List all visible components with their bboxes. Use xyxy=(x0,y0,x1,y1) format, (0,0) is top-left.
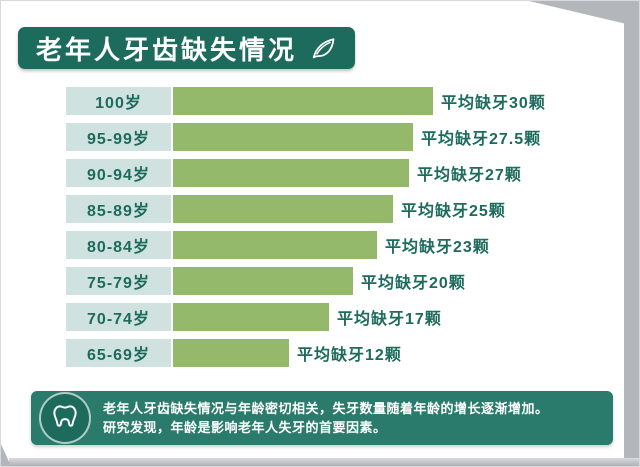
age-group-label: 70-74岁 xyxy=(66,303,171,331)
bar-value-label: 平均缺牙27.5颗 xyxy=(421,131,542,148)
chart-title: 老年人牙齿缺失情况 xyxy=(36,34,298,65)
footer-line1: 老年人牙齿缺失情况与年龄密切相关，失牙数量随着年龄的增长逐渐增加。 xyxy=(103,401,549,416)
chart-row: 85-89岁 平均缺牙25颗 xyxy=(66,195,546,223)
chart-row: 75-79岁 平均缺牙20颗 xyxy=(66,267,546,295)
footer-line2: 研究发现，年龄是影响老年人失牙的首要因素。 xyxy=(103,420,387,435)
tooth-icon xyxy=(39,392,91,444)
bar-value-label: 平均缺牙27颗 xyxy=(417,167,522,184)
bar xyxy=(173,303,329,331)
age-group-label: 100岁 xyxy=(66,87,171,115)
age-group-label: 85-89岁 xyxy=(66,195,171,223)
page-edge-right xyxy=(624,1,639,466)
age-group-label: 95-99岁 xyxy=(66,123,171,151)
bar-chart: 100岁 平均缺牙30颗 95-99岁 平均缺牙27.5颗 90-94岁 平均缺牙27颗 8… xyxy=(66,87,546,375)
bar xyxy=(173,231,377,259)
bar-value-label: 平均缺牙23颗 xyxy=(385,239,490,256)
bar xyxy=(173,159,409,187)
page-edge-bottom xyxy=(9,458,639,466)
footer-text: 老年人牙齿缺失情况与年龄密切相关，失牙数量随着年龄的增长逐渐增加。 研究发现，年… xyxy=(103,399,549,437)
chart-row: 70-74岁 平均缺牙17颗 xyxy=(66,303,546,331)
chart-row: 90-94岁 平均缺牙27颗 xyxy=(66,159,546,187)
age-group-label: 80-84岁 xyxy=(66,231,171,259)
chart-row: 80-84岁 平均缺牙23颗 xyxy=(66,231,546,259)
bar-value-label: 平均缺牙20颗 xyxy=(361,275,466,292)
age-group-label: 75-79岁 xyxy=(66,267,171,295)
page-edge-top-right xyxy=(529,1,639,27)
bar-value-label: 平均缺牙17颗 xyxy=(337,311,442,328)
age-group-label: 65-69岁 xyxy=(66,339,171,367)
bar xyxy=(173,267,353,295)
chart-title-badge: 老年人牙齿缺失情况 xyxy=(18,27,356,69)
bar-value-label: 平均缺牙25颗 xyxy=(401,203,506,220)
bar-value-label: 平均缺牙12颗 xyxy=(297,347,402,364)
chart-row: 95-99岁 平均缺牙27.5颗 xyxy=(66,123,546,151)
bar xyxy=(173,123,413,151)
page-edge-bottom-left xyxy=(1,444,11,466)
bar-value-label: 平均缺牙30颗 xyxy=(441,95,546,112)
footer-banner: 老年人牙齿缺失情况与年龄密切相关，失牙数量随着年龄的增长逐渐增加。 研究发现，年… xyxy=(31,391,613,445)
bar xyxy=(173,339,289,367)
bar xyxy=(173,87,433,115)
chart-row: 100岁 平均缺牙30颗 xyxy=(66,87,546,115)
chart-row: 65-69岁 平均缺牙12颗 xyxy=(66,339,546,367)
age-group-label: 90-94岁 xyxy=(66,159,171,187)
bar xyxy=(173,195,393,223)
leaf-icon xyxy=(309,34,337,62)
